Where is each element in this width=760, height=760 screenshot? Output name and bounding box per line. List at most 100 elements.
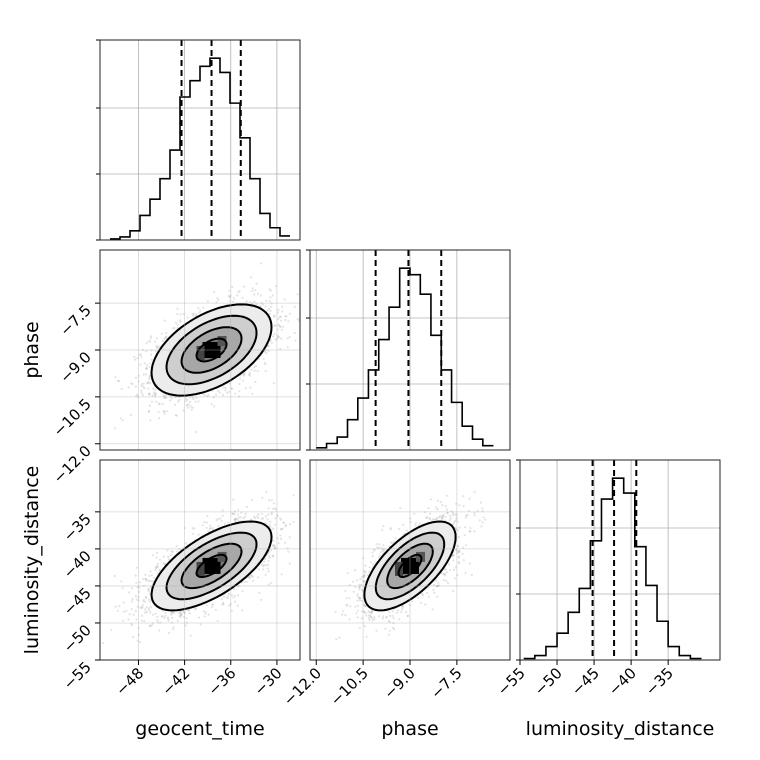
sample-point <box>411 600 414 603</box>
sample-point <box>368 570 371 573</box>
sample-point <box>233 518 236 521</box>
sample-point <box>265 490 268 493</box>
sample-point <box>269 309 272 312</box>
sample-point <box>281 310 284 313</box>
sample-point <box>135 618 138 621</box>
sample-point <box>255 303 258 306</box>
sample-point <box>262 564 265 568</box>
sample-point <box>142 385 145 388</box>
panel-frame <box>99 39 301 241</box>
sample-point <box>261 303 264 306</box>
sample-point <box>248 373 251 376</box>
sample-point <box>365 612 368 615</box>
sample-point <box>452 513 455 517</box>
sample-point <box>256 369 259 372</box>
sample-point <box>224 386 227 389</box>
sample-point <box>160 332 163 335</box>
sample-point <box>182 610 185 613</box>
sample-point <box>146 364 149 367</box>
sample-point <box>151 613 154 616</box>
sample-point <box>432 583 435 587</box>
sample-point <box>261 517 265 520</box>
sample-point <box>269 525 272 529</box>
x-tick-label-luminosity_distance: −40 <box>605 664 640 699</box>
panel-frame <box>519 459 721 661</box>
sample-point <box>252 579 255 582</box>
sample-point <box>400 610 403 614</box>
sample-point <box>273 314 276 317</box>
sample-point <box>179 612 182 615</box>
sample-point <box>116 609 119 612</box>
sample-point <box>148 377 151 380</box>
sample-point <box>158 402 161 405</box>
sample-point <box>251 575 254 579</box>
sample-point <box>447 563 451 566</box>
sample-point <box>241 609 244 612</box>
sample-point <box>145 342 148 345</box>
y-tick-label-luminosity_distance: −45 <box>60 584 95 619</box>
sample-point <box>132 635 135 639</box>
sample-point <box>144 573 147 576</box>
sample-point <box>420 592 423 595</box>
sample-point <box>371 551 374 554</box>
sample-point <box>457 561 460 564</box>
sample-point <box>445 571 448 574</box>
sample-point <box>265 352 268 355</box>
sample-point <box>392 617 395 620</box>
sample-point <box>253 369 256 372</box>
sample-point <box>453 577 456 580</box>
sample-point <box>345 604 348 607</box>
sample-point <box>360 599 363 602</box>
sample-point <box>144 611 147 614</box>
sample-point <box>172 610 175 614</box>
sample-point <box>368 611 371 614</box>
sample-point <box>174 403 177 406</box>
sample-point <box>458 562 461 565</box>
sample-point <box>185 617 188 620</box>
sample-point <box>148 409 151 413</box>
sample-point <box>267 555 270 558</box>
sample-point <box>473 530 476 533</box>
sample-point <box>444 574 447 577</box>
hist-panel-geocent_time <box>96 39 301 241</box>
sample-point <box>155 337 159 340</box>
sample-point <box>149 335 153 338</box>
sample-point <box>261 496 264 499</box>
sample-point <box>277 323 281 326</box>
sample-point <box>231 512 235 515</box>
sample-point <box>251 392 254 395</box>
sample-point <box>238 390 241 393</box>
sample-point <box>406 614 410 617</box>
sample-point <box>157 410 160 413</box>
sample-point <box>378 615 381 618</box>
sample-point <box>150 624 153 627</box>
sample-point <box>130 600 133 603</box>
sample-point <box>131 383 134 386</box>
sample-point <box>179 614 183 617</box>
sample-point <box>201 524 204 527</box>
sample-point <box>142 598 146 601</box>
sample-point <box>163 410 166 413</box>
sample-point <box>279 534 282 537</box>
sample-point <box>145 596 148 599</box>
sample-point <box>380 546 383 550</box>
sample-point <box>425 516 428 520</box>
x-tick-label-phase: −7.5 <box>427 664 465 702</box>
sample-point <box>209 524 212 527</box>
sample-point <box>242 374 246 377</box>
sample-point <box>354 569 357 572</box>
sample-point <box>178 319 181 322</box>
sample-point <box>170 397 173 400</box>
sample-point <box>114 376 117 379</box>
sample-point <box>448 518 451 522</box>
sample-point <box>195 313 198 316</box>
sample-point <box>269 296 272 299</box>
sample-point <box>163 319 166 322</box>
sample-point <box>150 400 154 403</box>
sample-point <box>418 522 421 525</box>
sample-point <box>147 380 150 384</box>
sample-point <box>398 528 401 531</box>
sample-point <box>176 550 179 553</box>
sample-point <box>162 615 165 618</box>
density-cell <box>196 346 205 360</box>
